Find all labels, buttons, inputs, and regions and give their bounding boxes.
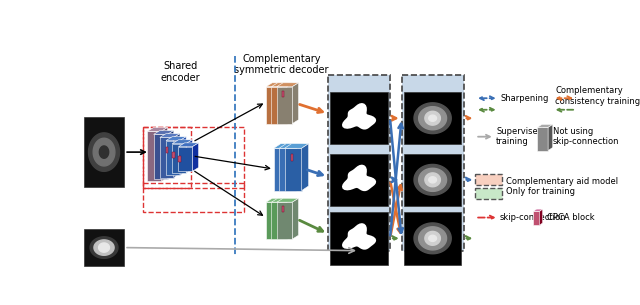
Polygon shape — [174, 134, 180, 178]
Polygon shape — [537, 124, 553, 127]
Polygon shape — [147, 131, 161, 181]
Text: Complementary
symmetric decoder: Complementary symmetric decoder — [234, 54, 329, 75]
Bar — [330, 92, 388, 144]
Polygon shape — [285, 144, 308, 148]
Polygon shape — [277, 87, 292, 124]
Polygon shape — [179, 147, 193, 171]
Text: Shared
encoder: Shared encoder — [161, 61, 200, 83]
Polygon shape — [166, 137, 186, 141]
Polygon shape — [186, 140, 193, 173]
Polygon shape — [154, 131, 174, 135]
Polygon shape — [419, 168, 447, 191]
Polygon shape — [266, 83, 288, 87]
Polygon shape — [193, 143, 198, 171]
Bar — [330, 154, 388, 206]
Bar — [282, 206, 284, 212]
Polygon shape — [419, 107, 447, 130]
Bar — [330, 212, 388, 264]
Polygon shape — [161, 127, 168, 181]
Polygon shape — [266, 198, 288, 202]
Text: skip-connection: skip-connection — [500, 213, 566, 222]
Polygon shape — [425, 173, 440, 187]
Bar — [282, 91, 284, 97]
Polygon shape — [266, 87, 282, 124]
Bar — [404, 212, 461, 264]
Text: CPCA block: CPCA block — [547, 213, 594, 222]
Polygon shape — [540, 209, 543, 225]
Polygon shape — [279, 144, 303, 148]
Polygon shape — [266, 202, 282, 239]
Bar — [166, 147, 168, 153]
Polygon shape — [548, 124, 553, 151]
Polygon shape — [285, 148, 301, 191]
Text: Supervised
training: Supervised training — [496, 127, 543, 146]
Polygon shape — [292, 83, 298, 124]
Polygon shape — [429, 235, 436, 242]
Polygon shape — [296, 144, 303, 191]
Bar — [328, 75, 390, 251]
Polygon shape — [172, 144, 186, 173]
Polygon shape — [94, 240, 114, 255]
Bar — [404, 154, 461, 206]
Polygon shape — [277, 198, 298, 202]
Polygon shape — [287, 198, 293, 239]
Polygon shape — [291, 144, 298, 191]
Polygon shape — [154, 135, 168, 179]
Polygon shape — [271, 83, 293, 87]
Polygon shape — [537, 127, 548, 151]
Polygon shape — [425, 111, 440, 125]
Bar — [172, 152, 175, 158]
Polygon shape — [425, 231, 440, 245]
Bar — [179, 156, 180, 162]
Polygon shape — [93, 138, 115, 166]
Polygon shape — [147, 127, 168, 131]
Polygon shape — [533, 211, 540, 225]
Text: Not using
skip-connection: Not using skip-connection — [553, 127, 620, 146]
Polygon shape — [277, 83, 298, 87]
Polygon shape — [90, 237, 118, 258]
Polygon shape — [419, 227, 447, 250]
FancyBboxPatch shape — [476, 188, 502, 199]
Polygon shape — [166, 141, 180, 175]
Bar — [291, 154, 293, 160]
Polygon shape — [160, 134, 180, 138]
Polygon shape — [271, 87, 287, 124]
Polygon shape — [342, 103, 376, 130]
Polygon shape — [342, 165, 376, 191]
Bar — [84, 117, 124, 187]
Polygon shape — [282, 83, 288, 124]
Polygon shape — [429, 177, 436, 183]
Polygon shape — [99, 146, 109, 158]
Polygon shape — [282, 198, 288, 239]
Polygon shape — [279, 148, 296, 191]
Polygon shape — [180, 137, 186, 175]
Polygon shape — [172, 140, 193, 144]
Polygon shape — [287, 83, 293, 124]
Text: Complementary aid model
Only for training: Complementary aid model Only for trainin… — [506, 177, 618, 196]
Polygon shape — [168, 131, 174, 179]
Polygon shape — [271, 202, 287, 239]
Polygon shape — [533, 209, 543, 211]
Polygon shape — [277, 202, 292, 239]
Polygon shape — [160, 138, 174, 178]
Polygon shape — [99, 243, 109, 252]
Polygon shape — [274, 144, 298, 148]
Bar — [404, 92, 461, 144]
Polygon shape — [301, 144, 308, 191]
Polygon shape — [88, 133, 120, 171]
Polygon shape — [414, 164, 451, 195]
Polygon shape — [414, 223, 451, 254]
Polygon shape — [414, 103, 451, 134]
Polygon shape — [274, 148, 291, 191]
Text: Complementary
consistency training: Complementary consistency training — [555, 86, 640, 106]
Polygon shape — [179, 143, 198, 147]
Polygon shape — [271, 198, 293, 202]
Bar — [402, 75, 463, 251]
Bar — [84, 229, 124, 266]
Polygon shape — [429, 115, 436, 121]
Polygon shape — [292, 198, 298, 239]
Polygon shape — [342, 223, 376, 250]
Text: Sharpening: Sharpening — [500, 94, 548, 103]
FancyBboxPatch shape — [476, 174, 502, 185]
